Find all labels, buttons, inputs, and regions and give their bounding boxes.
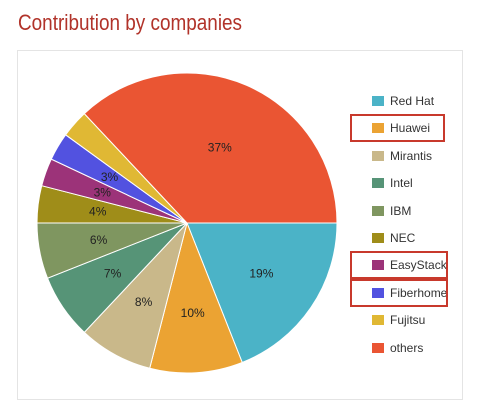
legend-label: Intel	[390, 176, 413, 191]
legend-item-red-hat[interactable]: Red Hat	[352, 92, 434, 110]
legend-label: Huawei	[390, 121, 431, 136]
legend-swatch	[372, 178, 384, 189]
page-title: Contribution by companies	[18, 10, 243, 35]
data-label-easystack: 3%	[94, 186, 112, 200]
legend-label: Fiberhome	[390, 285, 448, 300]
pie-slice-huawei	[149, 221, 243, 374]
legend-item-ibm[interactable]: IBM	[352, 202, 411, 220]
legend-swatch	[372, 150, 384, 161]
legend-label: EasyStack	[390, 258, 447, 273]
legend-item-others[interactable]: others	[352, 339, 423, 357]
data-label-fiberhome: 3%	[101, 170, 119, 184]
legend-swatch	[372, 315, 384, 326]
legend-item-mirantis[interactable]: Mirantis	[352, 147, 432, 165]
legend-label: IBM	[390, 203, 412, 218]
data-label-red-hat: 19%	[249, 267, 273, 281]
legend-swatch	[372, 233, 384, 243]
legend-swatch	[372, 205, 384, 216]
pie-slice-others	[83, 72, 338, 224]
legend-swatch	[372, 96, 384, 106]
legend-label: Fujitsu	[390, 313, 426, 328]
data-label-nec: 4%	[89, 205, 107, 219]
data-label-mirantis: 8%	[135, 295, 153, 309]
legend-item-easystack[interactable]: EasyStack	[352, 256, 447, 274]
legend-item-intel[interactable]: Intel	[352, 174, 413, 192]
legend-item-fujitsu[interactable]: Fujitsu	[352, 311, 425, 329]
legend-swatch	[372, 287, 384, 298]
legend-label: others	[390, 340, 424, 355]
legend-swatch	[372, 260, 384, 271]
data-label-intel: 7%	[104, 267, 122, 281]
data-label-huawei: 10%	[181, 306, 205, 320]
data-label-others: 37%	[208, 140, 232, 154]
legend-label: NEC	[390, 231, 416, 245]
pie-slice-red-hat	[186, 222, 338, 364]
legend-label: Mirantis	[390, 148, 433, 163]
legend-label: Red Hat	[390, 94, 435, 108]
legend-swatch	[372, 342, 384, 353]
legend-item-nec[interactable]: NEC	[352, 229, 415, 247]
legend-item-huawei[interactable]: Huawei	[352, 119, 430, 137]
legend-item-fiberhome[interactable]: Fiberhome	[352, 284, 447, 302]
legend-swatch	[372, 123, 384, 134]
data-label-ibm: 6%	[90, 233, 108, 247]
